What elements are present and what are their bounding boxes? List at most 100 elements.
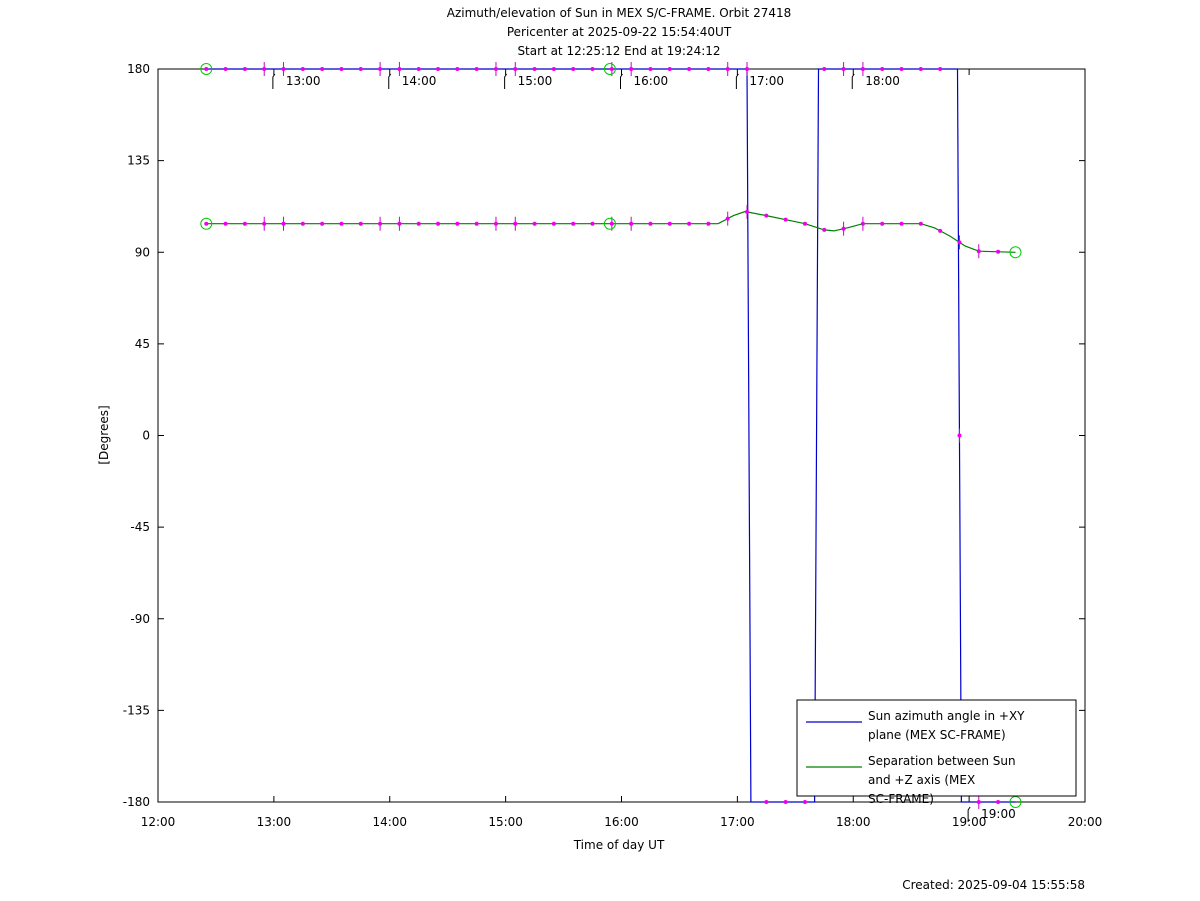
sample-point [957,433,962,438]
legend-label-2: SC-FRAME) [868,792,934,806]
sample-point [822,227,827,232]
sample-point [532,67,537,71]
series-line-2 [206,210,1016,253]
x-tick-label: 16:00 [604,815,639,829]
series-line-1 [206,68,1016,803]
x-tick-label: 12:00 [141,815,176,829]
hour-marker-label: 14:00 [402,74,437,88]
sample-point [687,221,692,226]
sample-point [397,67,402,71]
special-marker [603,63,616,75]
sample-point [609,221,614,226]
y-axis-label: [Degrees] [97,405,111,464]
sample-point [706,67,711,71]
y-tick-label: -45 [130,520,150,534]
markers [200,62,1022,809]
sample-point [996,249,1001,254]
y-tick-label: 90 [135,245,150,259]
sample-point [629,67,634,71]
sample-point [957,240,962,245]
sample-point [783,217,788,222]
sample-point [474,67,479,71]
sample-point [938,67,943,71]
sample-point [629,221,634,226]
sample-point [281,221,286,226]
legend-label-1: Sun azimuth angle in +XY [868,709,1025,723]
sample-point [416,221,421,226]
sample-point [378,221,383,226]
sample-point [204,67,209,71]
sample-point [242,221,247,226]
sample-point [320,67,325,71]
sample-point [590,221,595,226]
x-tick-label: 17:00 [720,815,755,829]
sample-point [455,67,460,71]
sample-point [880,67,885,71]
sample-point [880,221,885,226]
sample-point [455,221,460,226]
special-marker [603,217,616,230]
sample-point [706,221,711,226]
sample-point [300,67,305,71]
sample-point [841,226,846,231]
sample-point [918,67,923,71]
sample-point [725,216,730,221]
legend-label-2: and +Z axis (MEX [868,773,975,787]
special-marker [200,217,213,230]
sample-point [899,67,904,71]
legend: Sun azimuth angle in +XY plane (MEX SC-FR… [796,699,1077,806]
y-tick-label: -180 [123,795,150,809]
hour-marker-arrow [620,73,623,89]
sample-point [416,67,421,71]
hour-marker-arrow [735,73,739,89]
hour-marker-arrow [272,73,276,89]
hour-marker-arrow [504,73,508,89]
y-tick-label: 135 [127,154,150,168]
sample-point [841,67,846,71]
sample-point [976,249,981,254]
sample-point [725,67,730,71]
y-tick-label: -135 [123,703,150,717]
sample-point [802,800,807,804]
sample-point [996,800,1001,804]
sample-point [648,67,653,71]
hour-marker-label: 18:00 [865,74,900,88]
sample-point [204,221,209,226]
sample-point [745,67,750,71]
x-axis-label: Time of day UT [573,838,665,852]
x-tick-label: 18:00 [836,815,871,829]
special-marker [1009,246,1022,259]
sample-point [397,221,402,226]
sample-point [551,67,556,71]
y-tick-label: 180 [127,62,150,76]
x-tick-label: 13:00 [257,815,292,829]
sample-point [436,67,441,71]
sample-point [339,67,344,71]
x-tick-label: 15:00 [488,815,523,829]
special-marker [200,63,213,75]
sample-point [571,221,576,226]
legend-label-2: Separation between Sun [868,754,1016,768]
sample-point [667,221,672,226]
sample-point [976,800,981,804]
title-line-2: Pericenter at 2025-09-22 15:54:40UT [507,25,732,39]
sample-point [513,221,518,226]
sample-point [436,221,441,226]
sample-point [764,800,769,804]
sample-point [474,221,479,226]
sample-point [667,67,672,71]
sample-point [783,800,788,804]
sample-point [339,221,344,226]
sample-point [551,221,556,226]
sample-point [609,67,614,71]
sample-point [687,67,692,71]
sample-point [378,67,383,71]
hour-marker-label: 13:00 [286,74,321,88]
sample-point [513,67,518,71]
y-tick-label: -90 [130,612,150,626]
hour-marker-label: 16:00 [634,74,669,88]
sample-point [899,221,904,226]
sample-point [764,213,769,218]
sample-point [802,221,807,226]
